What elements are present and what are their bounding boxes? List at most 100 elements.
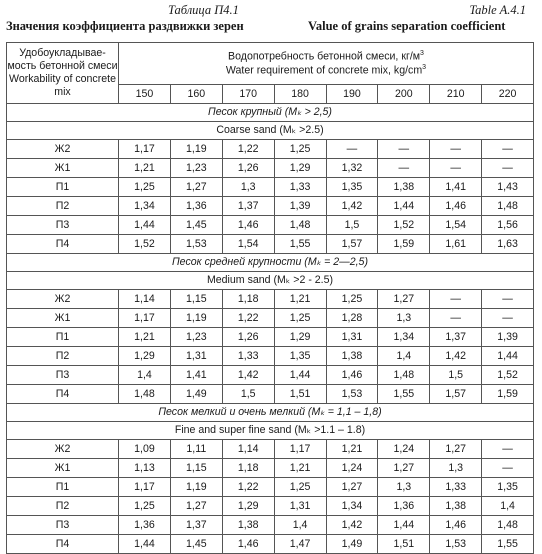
coefficient-cell: 1,5 [221, 384, 275, 404]
coefficient-cell: 1,25 [118, 177, 171, 197]
coefficient-cell: 1,51 [273, 384, 327, 404]
coefficient-cell: 1,25 [273, 139, 327, 159]
coefficient-cell: 1,24 [377, 439, 431, 459]
workability-label: Ж1 [6, 158, 119, 178]
coefficient-cell: 1,3 [377, 308, 431, 328]
section-title-en: Medium sand (Mₖ >2 - 2.5) [6, 271, 534, 290]
coefficient-cell: 1,37 [221, 196, 275, 216]
coefficient-cell: 1,59 [481, 384, 534, 404]
table-body: Песок крупный (Мₖ > 2,5) Coarse sand (Mₖ … [6, 103, 534, 554]
coefficient-cell: 1,29 [273, 158, 327, 178]
workability-label: П2 [6, 346, 119, 366]
table-row: П2 1,25 1,27 1,29 1,31 1,34 1,36 1,38 1,4 [6, 496, 534, 516]
coefficient-cell: 1,57 [325, 234, 379, 254]
coefficient-cell: 1,55 [481, 534, 534, 554]
coefficient-cell: 1,18 [221, 458, 275, 478]
coefficient-cell: 1,4 [118, 365, 171, 385]
coefficient-cell: 1,33 [221, 346, 275, 366]
coefficient-cell: 1,41 [169, 365, 223, 385]
workability-label: П1 [6, 177, 119, 197]
coefficient-cell: 1,4 [377, 346, 431, 366]
coefficient-cell: 1,52 [118, 234, 171, 254]
table-caption-en: Table A.4.1 [469, 3, 526, 17]
workability-header: Удобоукладывае- мость бетонной смеси Wor… [6, 42, 119, 104]
coefficient-cell: 1,46 [221, 534, 275, 554]
coefficient-cell: — [481, 139, 534, 159]
coefficient-cell: 1,22 [221, 139, 275, 159]
coefficient-cell: 1,52 [481, 365, 534, 385]
coefficient-cell: 1,59 [377, 234, 431, 254]
column-header-cell: 210 [429, 83, 483, 105]
table-row: П1 1,21 1,23 1,26 1,29 1,31 1,34 1,37 1,39 [6, 327, 534, 347]
coefficient-cell: 1,53 [429, 534, 483, 554]
coefficient-cell: 1,33 [429, 477, 483, 497]
coefficient-cell: 1,24 [325, 458, 379, 478]
coefficient-cell: 1,37 [429, 327, 483, 347]
workability-label: П1 [6, 327, 119, 347]
coefficient-cell: 1,25 [325, 289, 379, 309]
coefficient-cell: 1,34 [377, 327, 431, 347]
coefficient-cell: 1,29 [273, 327, 327, 347]
table-row: П3 1,36 1,37 1,38 1,4 1,42 1,44 1,46 1,48 [6, 515, 534, 535]
workability-label: П3 [6, 515, 119, 535]
coefficient-cell: 1,32 [325, 158, 379, 178]
coefficient-cell: 1,29 [221, 496, 275, 516]
workability-label: П4 [6, 384, 119, 404]
column-header-cell: 200 [377, 83, 431, 105]
section-header-row: Coarse sand (Mₖ >2.5) [6, 121, 534, 140]
table-row: Ж1 1,21 1,23 1,26 1,29 1,32— — — [6, 158, 534, 178]
coefficient-cell: 1,36 [377, 496, 431, 516]
coefficient-cell: 1,19 [169, 139, 223, 159]
coefficient-cell: 1,49 [325, 534, 379, 554]
coefficient-cell: 1,48 [481, 196, 534, 216]
coefficient-cell: 1,27 [377, 289, 431, 309]
coefficient-cell: 1,21 [273, 289, 327, 309]
coefficient-cell: — [429, 139, 483, 159]
coefficient-cell: 1,55 [377, 384, 431, 404]
coefficient-cell: 1,44 [377, 196, 431, 216]
coefficient-cell: 1,44 [377, 515, 431, 535]
coefficient-cell: 1,3 [377, 477, 431, 497]
table-caption-ru: Таблица П4.1 [168, 3, 239, 17]
column-header-cell: 220 [481, 83, 534, 105]
coefficient-cell: 1,48 [118, 384, 171, 404]
coefficient-cell: 1,25 [118, 496, 171, 516]
coefficient-cell: 1,51 [377, 534, 431, 554]
coefficient-cell: 1,23 [169, 327, 223, 347]
coefficient-cell: 1,29 [118, 346, 171, 366]
coefficient-cell: — [481, 439, 534, 459]
coefficient-cell: 1,5 [325, 215, 379, 235]
coefficient-cell: 1,17 [118, 308, 171, 328]
coefficient-cell: 1,47 [273, 534, 327, 554]
coefficient-cell: 1,57 [429, 384, 483, 404]
coefficient-cell: 1,33 [273, 177, 327, 197]
table-title-en: Value of grains separation coefficient [308, 19, 506, 33]
coefficient-cell: 1,11 [169, 439, 223, 459]
coefficient-cell: 1,15 [169, 289, 223, 309]
coefficient-cell: 1,3 [221, 177, 275, 197]
column-header-cell: 180 [273, 83, 327, 105]
section-title-ru: Песок мелкий и очень мелкий (Мₖ = 1,1 – … [6, 403, 534, 422]
table-title-ru: Значения коэффициента раздвижки зерен [6, 19, 244, 33]
coefficient-table: Удобоукладывае- мость бетонной смеси Wor… [6, 42, 534, 554]
coefficient-cell: 1,17 [118, 477, 171, 497]
coefficient-cell: 1,38 [325, 346, 379, 366]
coefficient-cell: 1,19 [169, 477, 223, 497]
coefficient-cell: — [377, 158, 431, 178]
coefficient-cell: 1,42 [221, 365, 275, 385]
document-page: Таблица П4.1 Table A.4.1 Значения коэффи… [6, 3, 534, 554]
coefficient-cell: 1,39 [273, 196, 327, 216]
coefficient-cell: 1,31 [325, 327, 379, 347]
table-row: Ж2 1,14 1,15 1,18 1,21 1,25 1,27— — [6, 289, 534, 309]
coefficient-cell: 1,5 [429, 365, 483, 385]
coefficient-cell: 1,13 [118, 458, 171, 478]
workability-label: П4 [6, 534, 119, 554]
coefficient-cell: 1,48 [273, 215, 327, 235]
coefficient-cell: 1,46 [429, 196, 483, 216]
coefficient-cell: — [429, 308, 483, 328]
coefficient-cell: 1,42 [429, 346, 483, 366]
coefficient-cell: 1,46 [429, 515, 483, 535]
coefficient-cell: 1,45 [169, 534, 223, 554]
column-header-cell: 150 [118, 83, 171, 105]
coefficient-cell: 1,54 [429, 215, 483, 235]
